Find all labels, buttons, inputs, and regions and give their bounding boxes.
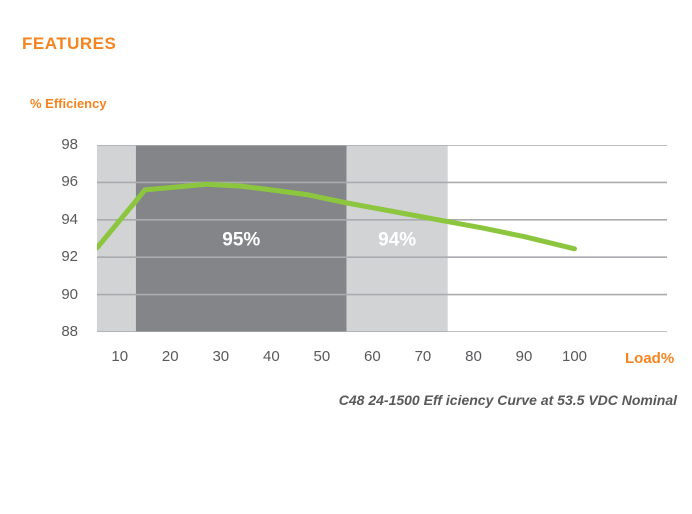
x-tick-label: 40 <box>262 348 280 365</box>
x-tick-label: 100 <box>562 348 588 365</box>
efficiency-chart: 95% 94% <box>97 145 667 332</box>
shaded-bands <box>97 145 448 332</box>
x-tick-label: 20 <box>161 348 179 365</box>
band-labels: 95% 94% <box>222 230 416 251</box>
y-axis-title: % Efficiency <box>30 96 107 111</box>
x-axis-ticks: 10 20 30 40 50 60 70 80 90 100 <box>97 348 667 366</box>
chart-caption: C48 24-1500 Eff iciency Curve at 53.5 VD… <box>338 392 677 408</box>
y-tick-label: 94 <box>61 210 78 228</box>
x-tick-label: 10 <box>111 348 129 365</box>
y-tick-label: 96 <box>61 173 78 191</box>
x-tick-label: 80 <box>465 348 482 365</box>
band-95% <box>135 145 347 332</box>
chart-canvas: 95% 94% <box>97 145 667 332</box>
x-tick-label: 90 <box>515 348 533 365</box>
y-tick-label: 88 <box>61 323 78 340</box>
x-tick-label: 50 <box>313 348 331 365</box>
band-label-94%: 94% <box>378 230 416 251</box>
y-tick-label: 92 <box>61 248 78 266</box>
x-tick-label: 30 <box>212 348 230 365</box>
band-label-95%: 95% <box>222 230 260 251</box>
y-axis-ticks: 98 96 94 92 90 88 <box>38 137 78 340</box>
gridlines <box>97 145 667 332</box>
x-tick-label: 60 <box>364 348 381 365</box>
y-tick-label: 98 <box>61 136 78 153</box>
efficiency-line <box>97 181 577 252</box>
page-title: FEATURES <box>22 34 117 53</box>
x-tick-label: 70 <box>414 348 432 365</box>
band-94% <box>346 145 448 332</box>
y-tick-label: 90 <box>61 285 78 303</box>
x-axis-title: Load% <box>625 350 675 367</box>
